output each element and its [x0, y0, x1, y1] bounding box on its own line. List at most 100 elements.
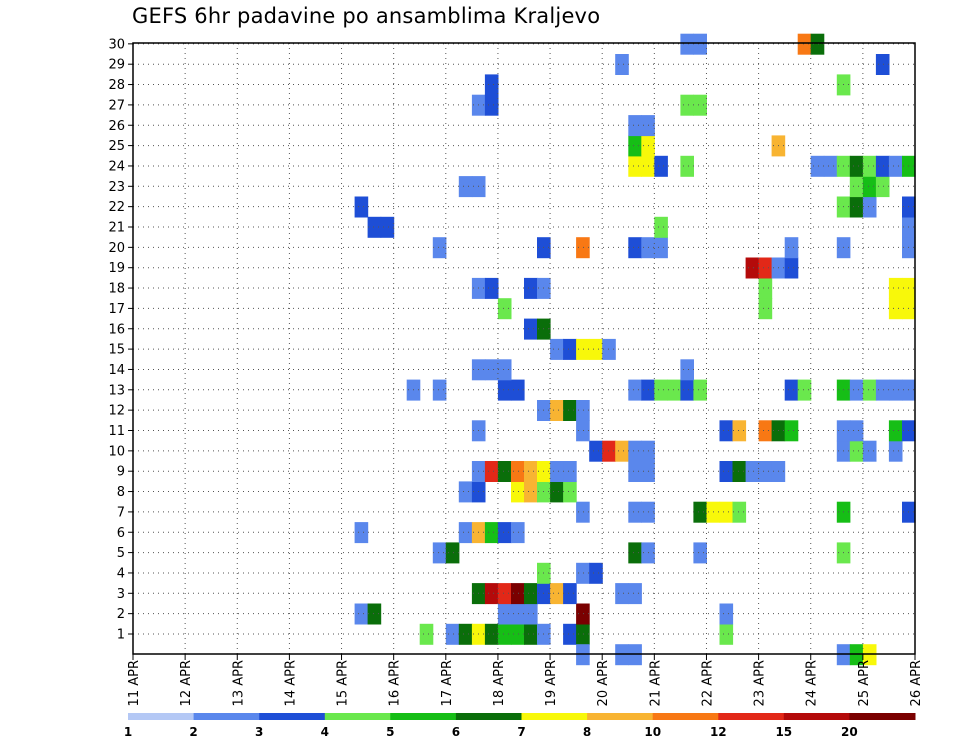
heatmap-cell	[550, 400, 564, 421]
heatmap-cell	[693, 501, 707, 523]
heatmap-cell	[758, 420, 773, 442]
heatmap-cell	[484, 94, 499, 116]
y-tick-label: 28	[108, 78, 125, 93]
x-tick-label: 23 APR	[753, 660, 768, 706]
x-axis: 11 APR 12 APR 13 APR 14 APR 15 APR 16 APR 17 A…	[127, 654, 924, 706]
y-tick-label: 10	[108, 444, 125, 459]
heatmap-cell	[354, 522, 369, 544]
heatmap-cell	[615, 440, 629, 462]
heatmap-cell	[745, 257, 760, 279]
y-tick-label: 24	[108, 159, 125, 174]
heatmap-cell	[654, 379, 668, 401]
colorbar-segment	[521, 713, 588, 720]
x-tick-label: 12 APR	[179, 660, 194, 706]
heatmap-cell	[680, 155, 694, 177]
heatmap-cell	[445, 623, 460, 645]
heatmap-cell	[680, 94, 694, 116]
colorbar-segment	[128, 713, 195, 720]
heatmap-cell	[628, 583, 642, 605]
x-tick-label: 15 APR	[336, 660, 351, 706]
colorbar-segment	[718, 713, 785, 720]
heatmap-cell	[693, 379, 707, 401]
y-tick-label: 25	[108, 139, 125, 154]
heatmap-cell	[550, 461, 564, 482]
heatmap-cell	[784, 379, 799, 401]
colorbar-segment	[259, 713, 326, 720]
heatmap-cell	[732, 420, 747, 442]
heatmap-cell	[628, 461, 642, 482]
heatmap-cell	[497, 461, 512, 482]
heatmap-cell	[615, 583, 629, 605]
heatmap-cell	[875, 155, 890, 177]
heatmap-cell	[458, 176, 473, 198]
heatmap-cell	[784, 257, 799, 279]
heatmap-cell	[810, 33, 825, 55]
heatmap-cell	[497, 379, 512, 401]
grid-layer	[133, 43, 915, 654]
x-tick-label: 13 APR	[231, 660, 246, 706]
heatmap-cell	[693, 542, 707, 564]
y-tick-label: 9	[117, 465, 125, 480]
heatmap-cell	[758, 461, 773, 482]
heatmap-cell	[458, 623, 473, 645]
colorbar-segment	[390, 713, 457, 720]
heatmap-cell	[719, 501, 734, 523]
heatmap-cell	[628, 135, 642, 157]
heatmap-cell	[758, 298, 773, 320]
heatmap-cell	[524, 318, 538, 340]
colorbar-segment	[455, 713, 522, 720]
heatmap-cell	[849, 440, 864, 462]
heatmap-cell	[576, 237, 590, 259]
y-tick-label: 22	[108, 200, 125, 215]
y-axis: 1234567891011121314151617181920212223242…	[108, 37, 133, 643]
x-tick-label: 26 APR	[909, 660, 924, 706]
heatmap-cell	[354, 603, 369, 625]
heatmap-cell	[484, 277, 499, 299]
heatmap-cell	[484, 583, 499, 605]
colorbar: 1 2 3 4 5 6 7 8 10 12 15 20	[124, 713, 916, 739]
x-tick-label: 22 APR	[700, 660, 715, 706]
y-tick-label: 26	[108, 119, 125, 134]
y-tick-label: 23	[108, 180, 125, 195]
heatmap-cell	[862, 176, 877, 198]
heatmap-cell	[497, 298, 512, 320]
heatmap-cell	[680, 379, 694, 401]
heatmap-cell	[524, 583, 538, 605]
heatmap-cell	[797, 33, 812, 55]
heatmap-cell	[680, 33, 694, 55]
heatmap-cell	[511, 603, 525, 625]
heatmap-cell	[576, 501, 590, 523]
y-tick-label: 18	[108, 282, 125, 297]
x-tick-label: 18 APR	[492, 660, 507, 706]
colorbar-label: 10	[644, 725, 661, 739]
heatmap-cell	[888, 277, 903, 299]
y-tick-label: 19	[108, 261, 125, 276]
heatmap-cell	[511, 379, 525, 401]
heatmap-cell	[719, 420, 734, 442]
heatmap-cell	[654, 155, 668, 177]
heatmap-cell	[719, 623, 734, 645]
y-tick-label: 4	[117, 566, 125, 581]
heatmap-cell	[849, 420, 864, 442]
heatmap-cell	[888, 298, 903, 320]
heatmap-cell	[862, 155, 877, 177]
heatmap-cell	[589, 440, 603, 462]
heatmap-cell	[445, 542, 460, 564]
heatmap-cell	[615, 54, 629, 75]
y-tick-label: 29	[108, 58, 125, 73]
y-tick-label: 21	[108, 221, 125, 236]
heatmap-cell	[862, 440, 877, 462]
y-tick-label: 14	[108, 363, 125, 378]
heatmap-cell	[576, 562, 590, 584]
heatmap-cell	[550, 583, 564, 605]
colorbar-segment	[587, 713, 654, 720]
y-tick-label: 15	[108, 343, 125, 358]
heatmap-cell	[654, 237, 668, 259]
y-tick-label: 17	[108, 302, 125, 317]
colorbar-label: 4	[321, 725, 329, 739]
heatmap-cell	[380, 216, 395, 238]
colorbar-label: 5	[386, 725, 394, 739]
y-tick-label: 16	[108, 322, 125, 337]
colorbar-label: 20	[841, 725, 858, 739]
